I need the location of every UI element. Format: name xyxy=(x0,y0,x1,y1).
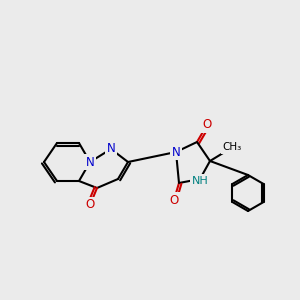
Text: CH₃: CH₃ xyxy=(222,142,242,152)
Text: N: N xyxy=(106,142,116,155)
Text: O: O xyxy=(85,199,94,212)
Text: N: N xyxy=(85,155,94,169)
Text: NH: NH xyxy=(192,176,208,186)
Text: N: N xyxy=(172,146,180,158)
Text: O: O xyxy=(202,118,211,131)
Text: O: O xyxy=(169,194,178,206)
